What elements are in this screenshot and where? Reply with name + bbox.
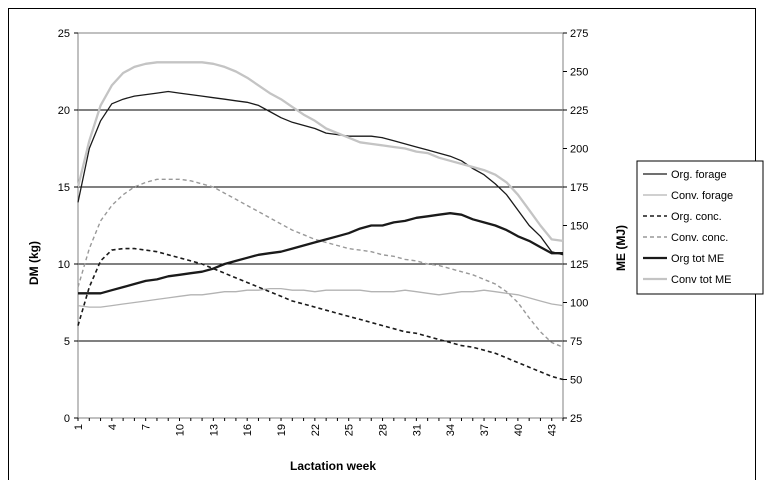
series-line-conv-forage: [77, 287, 564, 308]
x-axis-title: Lactation week: [290, 459, 376, 473]
x-tick-label: 19: [276, 424, 288, 436]
series-line-org-forage: [77, 90, 564, 256]
plot-area-border: [77, 32, 564, 419]
right-tick-label: 250: [570, 67, 588, 79]
legend-label: Conv. conc.: [671, 232, 728, 244]
legend-label: Org. conc.: [671, 211, 722, 223]
x-tick-label: 1: [73, 424, 85, 430]
plot-area-outline: [77, 32, 564, 419]
right-tick-label: 50: [570, 375, 582, 387]
left-tick-label: 5: [64, 336, 70, 348]
right-tick-label: 25: [570, 413, 582, 425]
left-tick-label: 10: [58, 259, 70, 271]
left-axis-title: DM (kg): [27, 241, 41, 285]
gridlines: [78, 109, 563, 342]
right-tick-label: 225: [570, 105, 588, 117]
right-tick-label: 75: [570, 336, 582, 348]
legend: Org. forage Conv. forage Org. conc. Conv. c…: [636, 160, 764, 295]
left-tick-label: 25: [58, 28, 70, 40]
right-tick-label: 100: [570, 298, 588, 310]
legend-label: Org. forage: [671, 169, 727, 181]
series-line-org-conc: [77, 247, 564, 381]
series-line-conv-conc: [77, 178, 564, 348]
left-tick-label: 15: [58, 182, 70, 194]
x-tick-label: 28: [378, 424, 390, 436]
x-tick-label: 37: [479, 424, 491, 436]
right-tick-label: 125: [570, 259, 588, 271]
x-tick-label: 10: [175, 424, 187, 436]
right-tick-label: 175: [570, 182, 588, 194]
x-axis-ticks: 1 4 7 10 13 16 19 22 25 28 31 34 37 40 43: [73, 418, 564, 436]
legend-box: [636, 160, 764, 295]
right-tick-label: 150: [570, 221, 588, 233]
left-axis-ticks: 0 5 10 15 20 25: [58, 28, 78, 425]
x-tick-label: 25: [344, 424, 356, 436]
x-tick-label: 40: [513, 424, 525, 436]
right-axis-ticks: 25 50 75 100 125 150 175 200 225 250 275: [563, 28, 588, 425]
x-tick-label: 13: [208, 424, 220, 436]
x-tick-label: 31: [411, 424, 423, 436]
left-tick-label: 20: [58, 105, 70, 117]
legend-label: Conv tot ME: [671, 274, 732, 286]
left-tick-label: 0: [64, 413, 70, 425]
x-tick-label: 34: [445, 424, 457, 436]
right-tick-label: 275: [570, 28, 588, 40]
x-tick-label: 22: [310, 424, 322, 436]
series-lines: [76, 61, 564, 381]
series-line-org-tot-me: [78, 212, 563, 295]
legend-label: Org tot ME: [671, 253, 724, 265]
right-tick-label: 200: [570, 144, 588, 156]
x-tick-label: 4: [107, 424, 119, 430]
x-tick-label: 7: [141, 424, 153, 430]
legend-label: Conv. forage: [671, 190, 733, 202]
x-tick-label: 43: [547, 424, 559, 436]
series-line-conv-tot-me: [76, 61, 564, 243]
x-tick-label: 16: [242, 424, 254, 436]
right-axis-title: ME (MJ): [614, 225, 628, 271]
